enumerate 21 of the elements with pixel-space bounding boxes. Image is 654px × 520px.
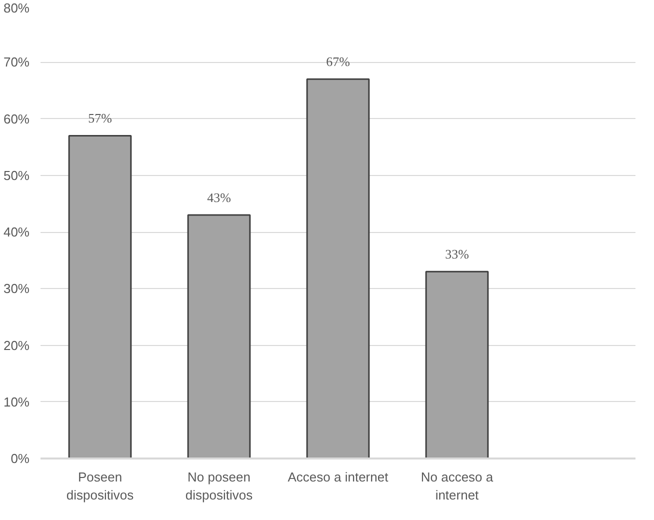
y-tick-label: 20% [3,338,30,353]
x-tick-label: No poseen dispositivos [185,470,254,502]
x-tick-label: Acceso a internet [288,470,389,484]
y-tick-label: 40% [3,224,30,240]
y-tick-label: 70% [3,54,30,70]
data-label: 57% [88,110,112,126]
y-tick-label: 30% [3,281,30,296]
y-tick-label: 80% [3,0,30,16]
data-label: 67% [326,54,350,70]
bar [68,134,132,458]
data-label: 43% [207,190,232,206]
x-tick-label: No acceso a internet [420,470,494,502]
bar [306,78,370,458]
y-tick-label: 60% [3,111,30,126]
bar [425,270,489,458]
y-tick-label: 50% [3,168,30,183]
x-tick-label: Poseen dispositivos [66,470,134,502]
y-tick-label: 10% [3,394,30,410]
data-label: 33% [445,246,470,262]
bar [187,214,251,458]
y-tick-label: 0% [10,451,30,466]
